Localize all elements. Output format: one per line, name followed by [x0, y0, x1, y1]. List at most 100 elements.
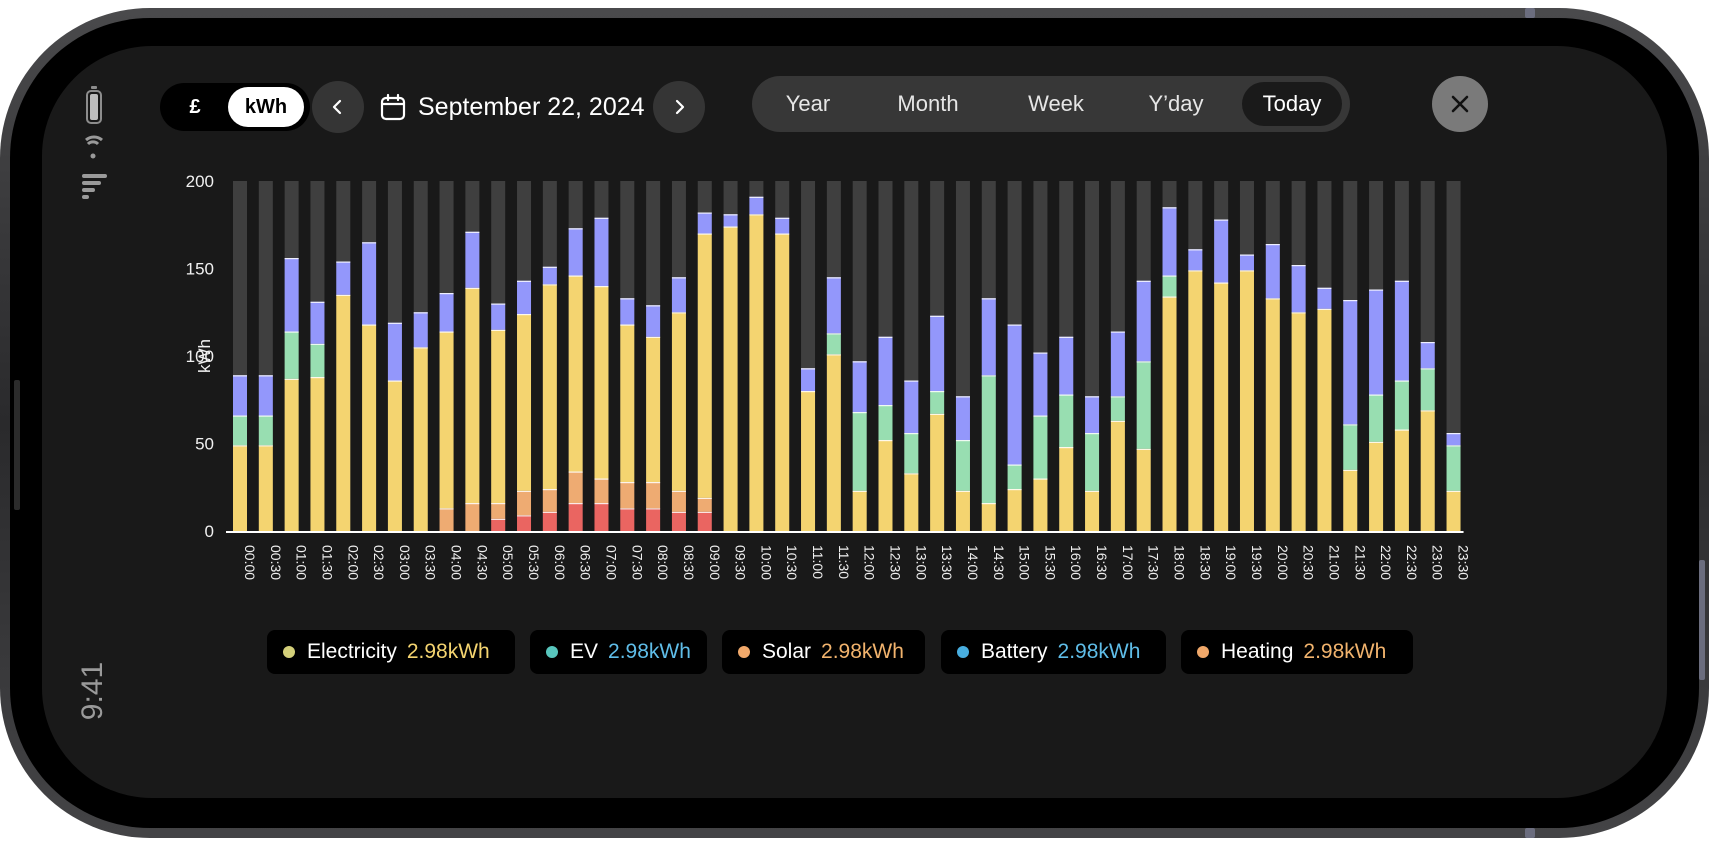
bar-segment-battery[interactable]	[1110, 331, 1125, 397]
bar-segment-battery[interactable]	[387, 322, 402, 381]
bar-segment-battery[interactable]	[465, 231, 480, 288]
bar-segment-battery[interactable]	[930, 315, 945, 391]
bar-segment-ev[interactable]	[1033, 415, 1048, 479]
bar-segment-electricity[interactable]	[1085, 490, 1100, 531]
bar-segment-electricity[interactable]	[981, 503, 996, 531]
bar-segment-battery[interactable]	[439, 293, 454, 332]
bar-segment-battery[interactable]	[1214, 219, 1229, 283]
bar-segment-electricity[interactable]	[1239, 270, 1254, 531]
bar-segment-solar-dark[interactable]	[517, 515, 532, 531]
bar-segment-electricity[interactable]	[1188, 270, 1203, 531]
bar-segment-electricity[interactable]	[1033, 478, 1048, 532]
bar-segment-electricity[interactable]	[1343, 469, 1358, 531]
bar-segment-battery[interactable]	[310, 301, 325, 344]
bar-segment-electricity[interactable]	[1136, 448, 1151, 531]
bar-segment-battery[interactable]	[1007, 324, 1022, 465]
bar-segment-electricity[interactable]	[955, 490, 970, 531]
bar-segment-solar-light[interactable]	[594, 478, 609, 504]
bar-segment-electricity[interactable]	[878, 440, 893, 531]
bar-segment-electricity[interactable]	[387, 380, 402, 532]
bar-segment-ev[interactable]	[1420, 368, 1435, 411]
bar-segment-battery[interactable]	[1343, 300, 1358, 425]
bar-segment-electricity[interactable]	[697, 233, 712, 498]
bar-segment-battery[interactable]	[258, 375, 273, 416]
bar-segment-battery[interactable]	[1446, 433, 1461, 446]
bar-segment-ev[interactable]	[878, 405, 893, 440]
bar-segment-battery[interactable]	[671, 277, 686, 313]
bar-segment-electricity[interactable]	[1369, 441, 1384, 531]
bar-segment-electricity[interactable]	[362, 324, 377, 532]
bar-segment-electricity[interactable]	[671, 312, 686, 491]
tab-today[interactable]: Today	[1242, 82, 1342, 126]
bar-segment-ev[interactable]	[258, 415, 273, 446]
bar-segment-electricity[interactable]	[233, 445, 247, 531]
bar-segment-solar-dark[interactable]	[568, 503, 583, 531]
bar-segment-battery[interactable]	[697, 212, 712, 234]
bar-segment-electricity[interactable]	[1394, 429, 1409, 532]
bar-segment-solar-dark[interactable]	[491, 518, 506, 531]
bar-segment-solar-light[interactable]	[542, 489, 557, 512]
bar-segment-electricity[interactable]	[284, 378, 299, 531]
bar-segment-electricity[interactable]	[568, 275, 583, 472]
bar-segment-battery[interactable]	[1162, 207, 1177, 276]
bar-segment-electricity[interactable]	[258, 445, 273, 531]
bar-segment-battery[interactable]	[517, 280, 532, 314]
bar-segment-battery[interactable]	[1239, 254, 1254, 271]
bar-segment-electricity[interactable]	[594, 286, 609, 479]
bar-segment-ev[interactable]	[310, 343, 325, 377]
bar-segment-solar-dark[interactable]	[542, 511, 557, 531]
bar-segment-battery[interactable]	[491, 303, 506, 330]
bar-segment-battery[interactable]	[801, 368, 816, 391]
bar-segment-electricity[interactable]	[491, 329, 506, 503]
bar-segment-electricity[interactable]	[465, 287, 480, 503]
bar-segment-battery[interactable]	[1420, 342, 1435, 369]
bar-segment-ev[interactable]	[1394, 380, 1409, 430]
bar-segment-battery[interactable]	[1317, 287, 1332, 309]
bar-segment-ev[interactable]	[284, 331, 299, 379]
bar-segment-electricity[interactable]	[517, 314, 532, 491]
bar-segment-battery[interactable]	[1033, 352, 1048, 416]
bar-segment-battery[interactable]	[568, 228, 583, 276]
unit-option-gbp[interactable]: £	[189, 96, 201, 118]
bar-segment-solar-light[interactable]	[568, 471, 583, 504]
bar-segment-battery[interactable]	[826, 277, 841, 334]
tab-month[interactable]: Month	[897, 91, 959, 116]
bar-segment-battery[interactable]	[904, 380, 919, 434]
bar-segment-ev[interactable]	[1369, 394, 1384, 442]
bar-segment-solar-dark[interactable]	[620, 508, 635, 531]
bar-segment-solar-light[interactable]	[620, 482, 635, 509]
bar-segment-battery[interactable]	[1136, 280, 1151, 362]
tab-week[interactable]: Week	[1028, 91, 1084, 116]
bar-segment-battery[interactable]	[594, 217, 609, 286]
bar-segment-ev[interactable]	[1085, 433, 1100, 491]
bar-segment-electricity[interactable]	[542, 284, 557, 489]
unit-option-kwh[interactable]: kWh	[228, 87, 304, 127]
close-button[interactable]	[1432, 76, 1488, 132]
bar-segment-electricity[interactable]	[723, 226, 738, 532]
bar-segment-electricity[interactable]	[852, 490, 867, 531]
bar-segment-ev[interactable]	[955, 440, 970, 491]
bar-segment-solar-light[interactable]	[439, 508, 454, 531]
bar-segment-solar-light[interactable]	[491, 503, 506, 519]
bar-segment-battery[interactable]	[1188, 249, 1203, 271]
bar-segment-ev[interactable]	[930, 391, 945, 414]
bar-segment-electricity[interactable]	[826, 354, 841, 531]
bar-segment-electricity[interactable]	[930, 413, 945, 531]
bar-segment-electricity[interactable]	[620, 324, 635, 483]
bar-segment-electricity[interactable]	[775, 233, 790, 532]
bar-segment-battery[interactable]	[336, 261, 351, 295]
bar-segment-electricity[interactable]	[1007, 489, 1022, 531]
bar-segment-electricity[interactable]	[1059, 447, 1074, 531]
bar-segment-battery[interactable]	[955, 396, 970, 440]
bar-segment-solar-light[interactable]	[517, 490, 532, 516]
bar-segment-solar-light[interactable]	[697, 497, 712, 512]
date-picker[interactable]: September 22, 2024	[380, 84, 645, 130]
bar-segment-solar-dark[interactable]	[671, 511, 686, 531]
bar-segment-ev[interactable]	[1059, 394, 1074, 448]
bar-segment-ev[interactable]	[233, 415, 247, 446]
bar-segment-battery[interactable]	[1369, 289, 1384, 395]
tab-yesterday[interactable]: Y’day	[1148, 91, 1204, 116]
bar-segment-battery[interactable]	[1059, 336, 1074, 395]
bar-segment-electricity[interactable]	[1265, 298, 1280, 531]
bar-segment-electricity[interactable]	[310, 377, 325, 531]
